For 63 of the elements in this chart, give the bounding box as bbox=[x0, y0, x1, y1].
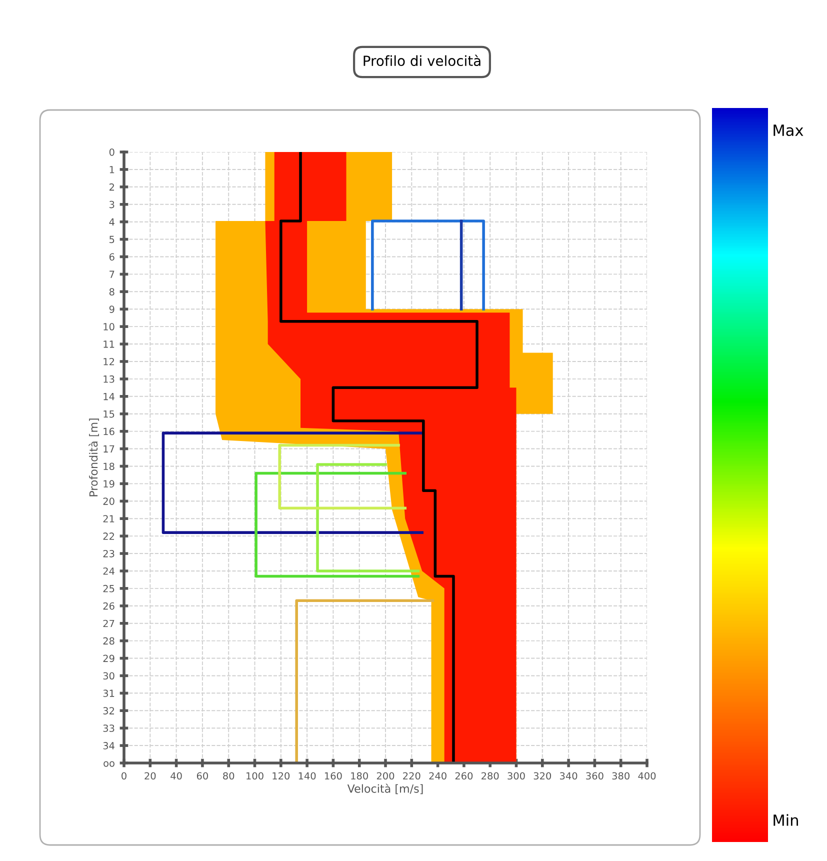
y-tick-label: 7 bbox=[110, 270, 114, 278]
y-axis-title: Profondità [m] bbox=[88, 418, 99, 496]
y-tick-label: 11 bbox=[104, 340, 114, 348]
x-tick-label: 140 bbox=[298, 772, 316, 780]
chart-title: Profilo di velocità bbox=[364, 54, 480, 66]
x-tick-label: 20 bbox=[144, 772, 156, 780]
y-tick-label: 1 bbox=[110, 166, 114, 174]
y-tick-label: 8 bbox=[109, 288, 114, 296]
y-tick-label: 30 bbox=[103, 672, 114, 680]
x-tick-label: 80 bbox=[223, 772, 234, 780]
x-tick-label: 60 bbox=[196, 772, 208, 780]
y-tick-label: 25 bbox=[103, 584, 114, 592]
y-tick-label: 19 bbox=[104, 480, 114, 488]
y-tick-label: 23 bbox=[103, 550, 114, 558]
x-tick-label: 180 bbox=[351, 772, 368, 780]
x-tick-label: 200 bbox=[376, 772, 394, 780]
y-tick-label: 14 bbox=[104, 393, 114, 400]
y-tick-label: 10 bbox=[104, 323, 114, 330]
y-tick-label: 15 bbox=[104, 410, 114, 418]
y-tick-label: 22 bbox=[103, 532, 114, 540]
y-tick-label: 31 bbox=[103, 690, 114, 698]
x-tick-label: 380 bbox=[612, 772, 630, 780]
x-tick-label: 0 bbox=[122, 772, 126, 780]
y-tick-label: 33 bbox=[103, 724, 114, 732]
y-tick-label: 18 bbox=[104, 462, 114, 470]
y-tick-label: oo bbox=[104, 761, 114, 767]
y-tick-label: 29 bbox=[103, 654, 114, 662]
x-tick-label: 40 bbox=[170, 772, 182, 780]
y-tick-label: 16 bbox=[104, 428, 114, 436]
y-tick-label: 2 bbox=[110, 183, 114, 191]
x-tick-label: 120 bbox=[272, 772, 290, 780]
x-tick-label: 240 bbox=[429, 772, 446, 780]
line-series bbox=[280, 152, 478, 763]
y-tick-label: 34 bbox=[103, 742, 114, 750]
y-tick-label: 6 bbox=[109, 253, 114, 261]
x-axis-title: Velocità [m/s] bbox=[347, 784, 423, 794]
y-tick-label: 0 bbox=[109, 148, 114, 156]
x-tick-label: 360 bbox=[586, 772, 604, 780]
x-tick-label: 260 bbox=[455, 772, 473, 780]
y-tick-label: 17 bbox=[104, 445, 114, 452]
color-bar-label: Max bbox=[774, 124, 804, 136]
y-tick-label: 32 bbox=[103, 707, 114, 714]
y-tick-label: 28 bbox=[103, 637, 114, 645]
x-tick-label: 220 bbox=[403, 772, 420, 780]
y-tick-label: 3 bbox=[110, 200, 114, 208]
x-tick-label: 300 bbox=[508, 772, 525, 780]
color-bar-label: Min bbox=[774, 814, 798, 826]
x-tick-label: 280 bbox=[482, 772, 499, 780]
y-tick-label: 4 bbox=[109, 218, 114, 226]
y-tick-label: 12 bbox=[104, 358, 114, 366]
x-tick-label: 340 bbox=[560, 772, 578, 780]
y-tick-label: 27 bbox=[103, 620, 114, 628]
y-tick-label: 24 bbox=[103, 567, 114, 575]
x-tick-label: 160 bbox=[324, 772, 342, 780]
y-tick-label: 9 bbox=[109, 306, 114, 313]
y-tick-label: 21 bbox=[103, 515, 114, 522]
x-tick-label: 320 bbox=[534, 772, 552, 780]
x-tick-label: 400 bbox=[638, 772, 656, 780]
y-tick-label: 5 bbox=[110, 236, 114, 244]
y-tick-label: 13 bbox=[104, 375, 114, 383]
y-tick-label: 20 bbox=[103, 498, 114, 505]
x-tick-label: 100 bbox=[246, 772, 264, 780]
y-tick-label: 26 bbox=[103, 602, 114, 610]
